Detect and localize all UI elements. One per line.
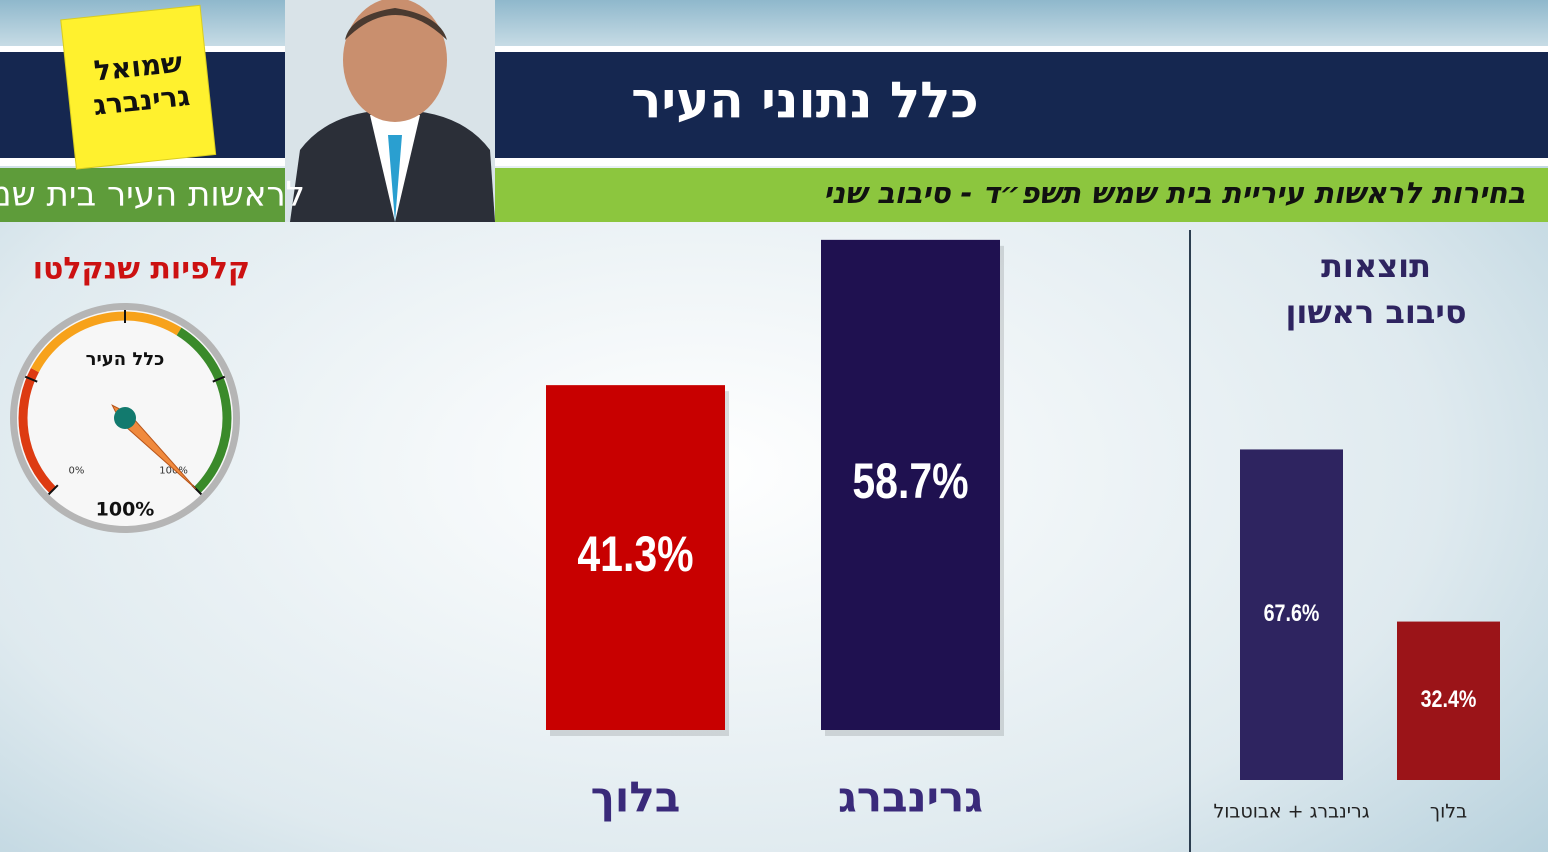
category-label: בלוך	[1430, 801, 1467, 823]
gauge-tick-label: 0%	[68, 466, 84, 477]
gauge-needle	[111, 404, 197, 490]
bar-value-label: 41.3%	[577, 526, 693, 582]
chart-title: תוצאות	[1321, 247, 1431, 285]
portrait	[285, 0, 495, 222]
band-edge	[0, 158, 1548, 166]
sticky-note: שמואל גרינברג	[60, 4, 217, 170]
slogan: לראשות העיר בית שמש	[0, 175, 305, 215]
category-label: גרינברג	[838, 773, 983, 822]
gauge-tick-label: 100%	[159, 466, 188, 477]
gauge-tick-mark	[24, 375, 38, 383]
gauge-tick-mark	[212, 375, 226, 383]
top-band	[0, 0, 1548, 48]
bar-value-label: 58.7%	[852, 453, 968, 509]
gauge-hub	[114, 407, 136, 429]
category-label: בלוך	[591, 773, 681, 822]
band-edge	[0, 46, 1548, 52]
bar	[546, 385, 725, 730]
gauge-title: קלפיות שנקלטו	[33, 252, 250, 287]
slogan-band	[0, 168, 310, 222]
page-title: כלל נתוני העיר	[631, 72, 978, 130]
bar-value-label: 67.6%	[1264, 599, 1320, 626]
gauge-band	[176, 327, 232, 494]
gauge-value-label: 100%	[96, 499, 155, 521]
gauge-band	[30, 311, 182, 373]
gauge-label: כלל העיר	[86, 349, 165, 370]
category-label: גרינברג + אבוטבול	[1213, 801, 1369, 823]
bar	[1397, 621, 1500, 780]
page-subtitle: בחירות לראשות עיריית בית שמש תשפ״ד - סיב…	[823, 176, 1525, 210]
gauge-tick-mark	[47, 484, 59, 496]
bar	[821, 239, 1000, 731]
bar-value-label: 32.4%	[1421, 685, 1477, 712]
title-band	[0, 52, 1548, 158]
bar	[1240, 449, 1343, 780]
gauge-band	[18, 368, 57, 494]
chart-title: סיבוב ראשון	[1285, 293, 1466, 331]
